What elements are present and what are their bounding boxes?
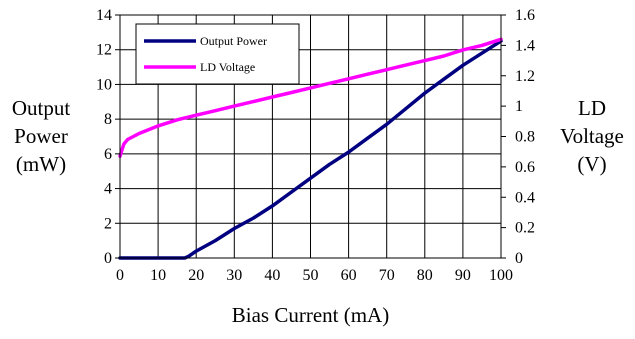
x-tick-label: 100: [489, 267, 513, 284]
y-left-axis-title: (mW): [16, 152, 66, 176]
x-tick-label: 60: [341, 267, 357, 284]
legend: Output Power LD Voltage: [135, 23, 300, 85]
x-tick-label: 50: [303, 267, 319, 284]
legend-label: Output Power: [200, 34, 267, 48]
y-right-axis-title: LD: [578, 96, 606, 120]
y-left-tick-label: 14: [96, 7, 112, 24]
y-right-tick-label: 1.4: [515, 37, 535, 54]
y-left-tick-label: 12: [96, 42, 112, 59]
y-right-tick-label: 1: [515, 98, 523, 115]
y-left-tick-label: 8: [104, 111, 112, 128]
x-tick-label: 20: [188, 267, 204, 284]
legend-label: LD Voltage: [200, 60, 255, 74]
y-left-tick-label: 6: [104, 146, 112, 163]
y-left-tick-label: 10: [96, 76, 112, 93]
y-right-tick-label: 0.4: [515, 189, 535, 206]
y-left-tick-label: 0: [104, 250, 112, 267]
y-right-tick-label: 1.6: [515, 7, 535, 24]
x-tick-label: 10: [150, 267, 166, 284]
x-tick-label: 80: [417, 267, 433, 284]
series-line-ld-voltage: [118, 37, 503, 158]
y-right-tick-label: 0.2: [515, 220, 535, 237]
y-right-tick-label: 0.8: [515, 129, 535, 146]
y-right-tick-label: 0.6: [515, 159, 535, 176]
legend-box: [135, 23, 300, 85]
y-right-axis-title: (V): [577, 152, 606, 176]
y-right-tick-label: 1.2: [515, 68, 535, 85]
x-tick-label: 40: [264, 267, 280, 284]
x-tick-label: 30: [226, 267, 242, 284]
axis-titles: Bias Current (mA) Output Power (mW) LD Volta…: [12, 96, 624, 327]
y-right-axis-title: Voltage: [560, 124, 624, 148]
y-left-tick-label: 4: [104, 181, 112, 198]
y-right-tick-label: 0: [515, 250, 523, 267]
x-axis-title: Bias Current (mA): [232, 303, 389, 327]
x-tick-label: 70: [379, 267, 395, 284]
y-left-axis-title: Output: [12, 96, 71, 120]
y-left-tick-label: 2: [104, 215, 112, 232]
x-tick-label: 0: [116, 267, 124, 284]
ticks: 0 10 20 30 40 50 60 70 80 90 1000246810121400.20.4…: [96, 7, 535, 284]
x-tick-label: 90: [455, 267, 471, 284]
y-left-axis-title: Power: [14, 124, 68, 148]
